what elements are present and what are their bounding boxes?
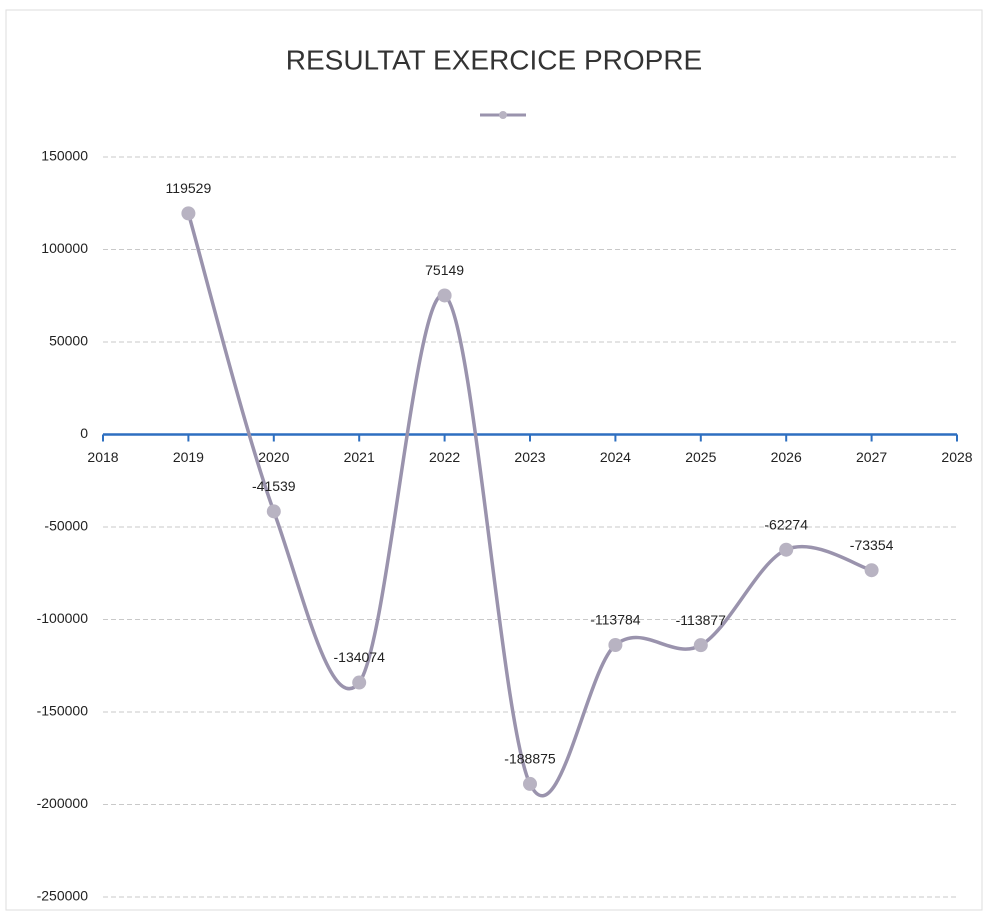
data-point: [437, 288, 452, 303]
data-label: -113784: [590, 612, 641, 628]
x-tick-label: 2020: [258, 449, 289, 465]
chart-border: [5, 9, 983, 911]
legend-marker: [499, 111, 507, 119]
data-label: -134074: [334, 649, 386, 665]
data-point: [523, 776, 537, 791]
data-point: [864, 563, 879, 578]
chart-title: RESULTAT EXERCICE PROPRE: [286, 44, 702, 75]
x-tick-label: 2021: [344, 449, 375, 465]
y-tick-label: -250000: [37, 888, 89, 904]
y-tick-label: 100000: [41, 240, 88, 256]
x-tick-label: 2022: [429, 449, 460, 465]
y-tick-label: 0: [80, 425, 88, 441]
x-tick-label: 2024: [600, 449, 631, 465]
y-tick-label: -50000: [44, 518, 88, 534]
x-tick-label: 2019: [173, 449, 204, 465]
data-point: [693, 638, 708, 653]
legend: [480, 111, 526, 119]
data-point: [779, 542, 794, 557]
y-tick-label: 150000: [41, 148, 88, 164]
data-point: [266, 504, 281, 519]
data-point: [352, 675, 367, 690]
x-tick-label: 2025: [685, 449, 716, 465]
data-point: [608, 638, 623, 653]
data-label: 119529: [166, 180, 212, 196]
data-point: [181, 206, 196, 221]
y-tick-label: -200000: [37, 795, 89, 811]
data-label: -188875: [504, 751, 556, 767]
data-label: 75149: [425, 262, 464, 278]
x-tick-label: 2023: [514, 449, 545, 465]
x-tick-label: 2026: [771, 449, 802, 465]
data-label: -113877: [676, 612, 727, 628]
x-tick-label: 2027: [856, 449, 887, 465]
x-tick-label: 2018: [87, 449, 118, 465]
data-label: -62274: [764, 516, 808, 532]
y-tick-label: 50000: [49, 333, 88, 349]
data-label: -41539: [252, 478, 296, 494]
x-tick-label: 2028: [941, 449, 972, 465]
data-label: -73354: [850, 537, 894, 553]
y-tick-label: -150000: [37, 703, 89, 719]
y-tick-label: -100000: [37, 610, 89, 626]
